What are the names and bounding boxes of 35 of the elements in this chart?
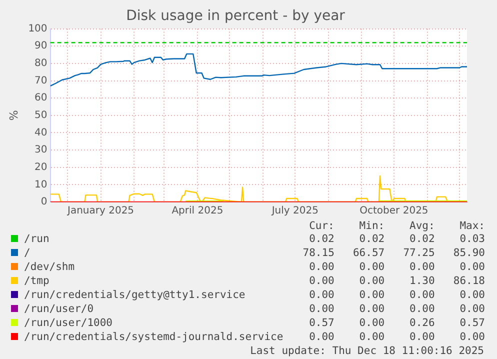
text: 0.00 0.00 0.00 0.00 xyxy=(309,303,485,315)
legend-label: /tmp xyxy=(24,275,50,287)
y-tick-label: 0 xyxy=(40,196,48,208)
text: Last update: Thu Dec 18 11:00:16 2025 xyxy=(249,344,485,358)
y-tick-label: 90 xyxy=(34,40,48,52)
y-tick-label: 10 xyxy=(34,179,48,190)
y-tick-label: 50 xyxy=(34,110,48,121)
x-tick-label: April 2025 xyxy=(172,206,224,217)
legend-label: /run/user/1000 xyxy=(24,317,113,329)
text: 0.00 0.00 1.30 86.18 xyxy=(309,275,485,287)
text: 0.57 0.00 0.26 0.57 xyxy=(309,317,485,329)
chart-title: Disk usage in percent - by year xyxy=(126,8,346,24)
y-tick-label: 70 xyxy=(34,75,48,86)
legend-label: /dev/shm xyxy=(24,261,75,273)
y-tick-label: 20 xyxy=(34,162,48,173)
x-tick-label: January 2025 xyxy=(66,206,134,217)
x-tick-label: July 2025 xyxy=(270,206,318,217)
legend-label: /run xyxy=(24,233,50,245)
y-tick-label: 40 xyxy=(34,127,48,138)
y-tick-label: 100 xyxy=(28,23,48,34)
x-tick-label: October 2025 xyxy=(360,206,428,217)
text: Cur: Min: Avg: Max: xyxy=(309,220,485,232)
legend-label: /run/user/0 xyxy=(24,303,94,315)
text: 0.02 0.02 0.02 0.03 xyxy=(309,233,485,245)
text: 0.00 0.00 0.00 0.00 xyxy=(309,331,485,343)
y-axis-title: % xyxy=(7,110,20,121)
y-tick-label: 60 xyxy=(34,92,48,104)
y-tick-label: 80 xyxy=(34,58,48,70)
text: 78.15 66.57 77.25 85.90 xyxy=(302,247,485,259)
y-tick-label: 30 xyxy=(34,144,48,156)
text: 0.00 0.00 0.00 0.00 xyxy=(309,289,485,301)
text: 0.00 0.00 0.00 0.00 xyxy=(309,261,485,273)
legend-label: /run/credentials/getty@tty1.service xyxy=(24,289,246,301)
legend-label: /run/credentials/systemd-journald.service xyxy=(24,331,284,343)
legend-label: / xyxy=(24,247,30,259)
